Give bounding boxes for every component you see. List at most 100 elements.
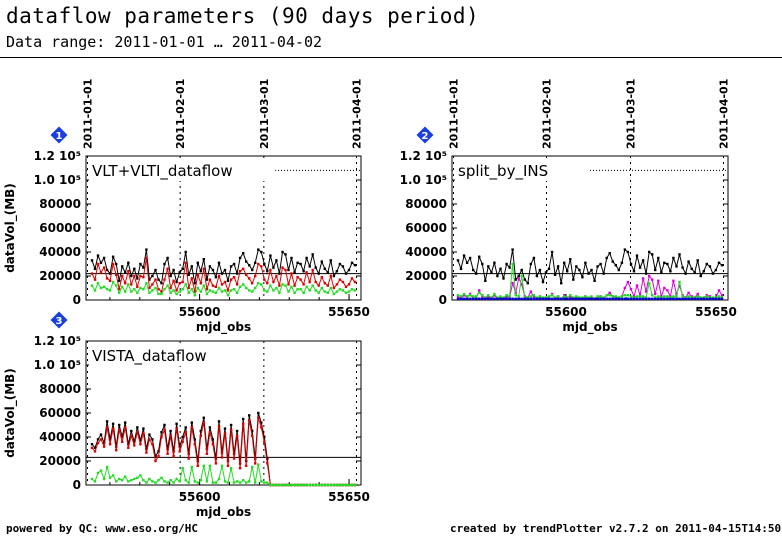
data-point (341, 289, 345, 292)
data-point (335, 290, 339, 293)
data-point (314, 280, 317, 284)
data-point (353, 289, 357, 292)
data-point (657, 295, 660, 298)
data-point (663, 297, 666, 300)
data-point (157, 450, 160, 453)
data-point (299, 288, 302, 291)
data-point (172, 289, 175, 292)
data-point (229, 467, 233, 470)
data-point (157, 292, 160, 296)
data-point (205, 288, 209, 291)
data-point (208, 426, 212, 429)
data-point (278, 284, 281, 287)
data-point (275, 274, 278, 278)
data-point (293, 291, 296, 294)
data-point (238, 256, 242, 260)
data-point (566, 296, 569, 299)
data-point (517, 274, 520, 278)
data-point (335, 483, 339, 487)
data-point (699, 274, 702, 278)
data-point (599, 295, 602, 298)
data-point (208, 278, 212, 281)
data-point (696, 295, 699, 298)
data-point (278, 272, 281, 275)
data-point (651, 294, 654, 297)
data-point (151, 480, 154, 483)
data-point (541, 296, 545, 299)
data-point (547, 295, 551, 298)
data-point (220, 456, 224, 459)
data-point (229, 289, 233, 292)
y-tick-label: 40000 (39, 430, 81, 444)
data-point (514, 297, 517, 300)
data-point (166, 481, 169, 484)
x-tick-label: 55600 (179, 305, 221, 319)
data-point (163, 262, 166, 266)
data-point (456, 259, 460, 262)
data-point (251, 268, 254, 272)
data-point (302, 483, 305, 487)
data-point (644, 296, 648, 299)
data-point (641, 295, 645, 298)
data-point (281, 250, 284, 254)
data-point (520, 268, 523, 272)
data-point (296, 483, 299, 487)
data-point (493, 261, 496, 264)
data-point (220, 464, 224, 467)
data-point (205, 452, 209, 455)
data-point (208, 265, 212, 268)
data-point (553, 296, 557, 299)
data-point (663, 286, 666, 290)
panel-label-bg (89, 161, 276, 181)
data-point (684, 272, 687, 275)
data-point (193, 294, 196, 297)
data-point (553, 297, 557, 300)
data-point (487, 294, 490, 297)
data-point (556, 297, 560, 300)
data-point (520, 283, 523, 286)
data-point (335, 270, 339, 273)
data-point (654, 297, 657, 300)
data-point (102, 445, 106, 448)
data-point (238, 481, 242, 484)
data-point (496, 296, 499, 299)
data-point (720, 297, 724, 300)
data-point (593, 297, 596, 300)
data-point (248, 414, 251, 417)
chart-panel-2: 2011-01-01 2011-02-01 2011-03-01 2011-04-01… (400, 79, 737, 335)
data-point (302, 291, 305, 294)
data-point (587, 296, 590, 299)
data-point (602, 297, 605, 300)
data-point (602, 296, 605, 299)
data-point (660, 271, 663, 274)
data-point (121, 440, 124, 443)
data-point (205, 480, 209, 483)
data-point (629, 262, 633, 266)
data-point (593, 279, 596, 282)
data-point (550, 294, 554, 297)
data-point (139, 474, 142, 477)
data-point (693, 297, 696, 300)
data-point (169, 291, 172, 294)
data-point (657, 256, 660, 260)
data-point (314, 289, 317, 292)
data-point (468, 294, 472, 297)
data-point (184, 261, 187, 264)
data-point (223, 432, 227, 435)
y-tick-label: 1.0 10⁵ (34, 173, 81, 187)
data-point (569, 294, 572, 297)
date-label: 2011-02-01 (174, 79, 187, 149)
data-point (96, 282, 100, 285)
data-point (517, 277, 520, 280)
data-point (187, 286, 190, 290)
data-point (251, 290, 254, 293)
data-point (462, 294, 466, 297)
data-point (287, 268, 290, 272)
data-point (605, 297, 608, 300)
x-axis-title: mjd_obs (196, 505, 251, 520)
data-point (139, 274, 142, 278)
data-point (611, 297, 614, 300)
data-point (544, 296, 548, 299)
data-point (532, 294, 536, 297)
data-point (651, 297, 654, 300)
